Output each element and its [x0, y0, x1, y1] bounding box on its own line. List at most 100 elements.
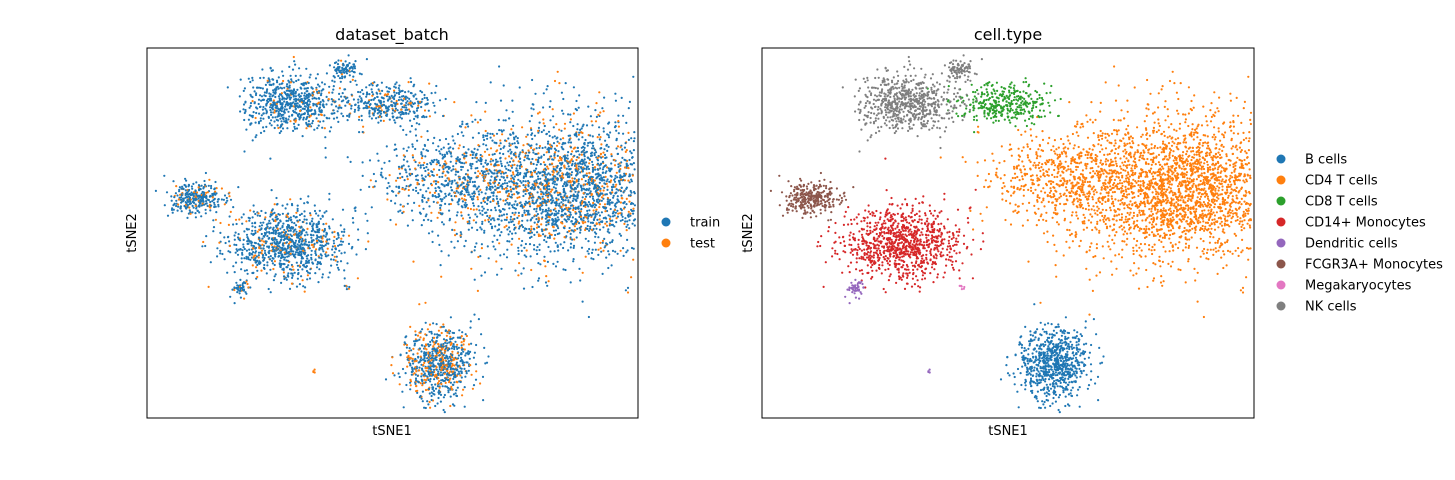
scatter-point — [428, 82, 431, 85]
scatter-point — [580, 208, 583, 211]
scatter-point — [219, 231, 222, 234]
scatter-point — [581, 136, 584, 139]
scatter-point — [204, 171, 207, 175]
scatter-point — [590, 151, 594, 154]
scatter-point — [557, 218, 560, 221]
scatter-point — [466, 189, 469, 192]
scatter-point — [544, 217, 547, 220]
scatter-point — [482, 207, 485, 210]
scatter-point — [243, 269, 246, 272]
scatter-point — [482, 143, 485, 146]
scatter-point — [226, 199, 229, 202]
scatter-point — [275, 238, 278, 241]
scatter-point — [578, 210, 581, 213]
scatter-point — [296, 243, 299, 246]
scatter-point — [176, 209, 179, 212]
scatter-point — [557, 150, 560, 153]
scatter-point — [375, 91, 378, 94]
scatter-point — [628, 158, 631, 162]
scatter-point — [283, 108, 286, 111]
scatter-point — [337, 98, 341, 101]
scatter-point — [527, 209, 530, 212]
scatter-point — [502, 176, 505, 179]
scatter-point — [301, 135, 304, 138]
scatter-point — [398, 96, 401, 99]
scatter-point — [305, 255, 308, 258]
scatter-point — [283, 86, 286, 89]
scatter-point — [566, 231, 569, 234]
scatter-point — [362, 92, 365, 95]
scatter-point — [537, 161, 540, 164]
scatter-point — [336, 110, 339, 113]
scatter-point — [621, 218, 624, 222]
scatter-point — [601, 241, 604, 244]
scatter-point — [630, 276, 633, 279]
scatter-point — [533, 221, 536, 224]
scatter-point — [552, 208, 555, 211]
scatter-point — [298, 67, 301, 70]
scatter-point — [511, 142, 514, 145]
scatter-point — [442, 170, 445, 173]
scatter-point — [337, 268, 340, 271]
scatter-point — [185, 195, 188, 198]
scatter-point — [528, 120, 531, 123]
scatter-point — [265, 125, 268, 128]
scatter-point — [270, 209, 274, 212]
scatter-point — [289, 81, 292, 84]
scatter-point — [405, 101, 408, 104]
scatter-point — [507, 192, 511, 195]
scatter-point — [626, 286, 630, 289]
scatter-point — [478, 193, 481, 196]
scatter-point — [461, 120, 464, 123]
scatter-point — [370, 98, 373, 102]
scatter-point — [582, 216, 585, 219]
scatter-point — [242, 246, 245, 249]
scatter-point — [492, 134, 496, 137]
scatter-point — [567, 113, 570, 116]
scatter-point — [475, 242, 478, 245]
scatter-point — [591, 168, 595, 171]
scatter-point — [577, 150, 580, 153]
scatter-point — [594, 151, 598, 154]
scatter-point — [450, 240, 453, 243]
scatter-point — [576, 156, 579, 159]
scatter-point — [510, 128, 513, 131]
scatter-point — [422, 164, 425, 167]
scatter-point — [575, 212, 578, 215]
scatter-point — [476, 121, 479, 124]
scatter-point — [592, 201, 595, 205]
scatter-point — [533, 228, 536, 231]
scatter-point — [305, 222, 308, 225]
scatter-point — [423, 116, 426, 119]
scatter-point — [531, 199, 534, 202]
scatter-point — [406, 224, 409, 227]
scatter-point — [234, 251, 237, 254]
scatter-point — [581, 196, 584, 199]
scatter-point — [262, 247, 265, 250]
scatter-point — [482, 197, 485, 200]
scatter-point — [404, 109, 407, 112]
scatter-point — [547, 213, 550, 216]
scatter-point — [266, 88, 269, 91]
scatter-point — [560, 221, 563, 224]
scatter-point — [304, 81, 307, 84]
scatter-point — [361, 174, 364, 177]
scatter-point — [285, 234, 288, 237]
scatter-point — [469, 153, 472, 157]
scatter-point — [545, 88, 548, 91]
scatter-point — [511, 99, 514, 102]
scatter-point — [501, 182, 504, 185]
scatter-point — [595, 200, 599, 203]
scatter-point — [611, 240, 614, 243]
scatter-point — [314, 259, 317, 262]
scatter-point — [465, 191, 468, 194]
scatter-point — [346, 156, 349, 159]
scatter-point — [468, 193, 471, 196]
scatter-point — [470, 114, 473, 117]
scatter-point — [365, 102, 368, 105]
scatter-point — [513, 203, 516, 206]
scatter-point — [205, 235, 208, 238]
scatter-point — [507, 221, 511, 224]
scatter-point — [254, 121, 257, 124]
scatter-point — [314, 272, 317, 275]
